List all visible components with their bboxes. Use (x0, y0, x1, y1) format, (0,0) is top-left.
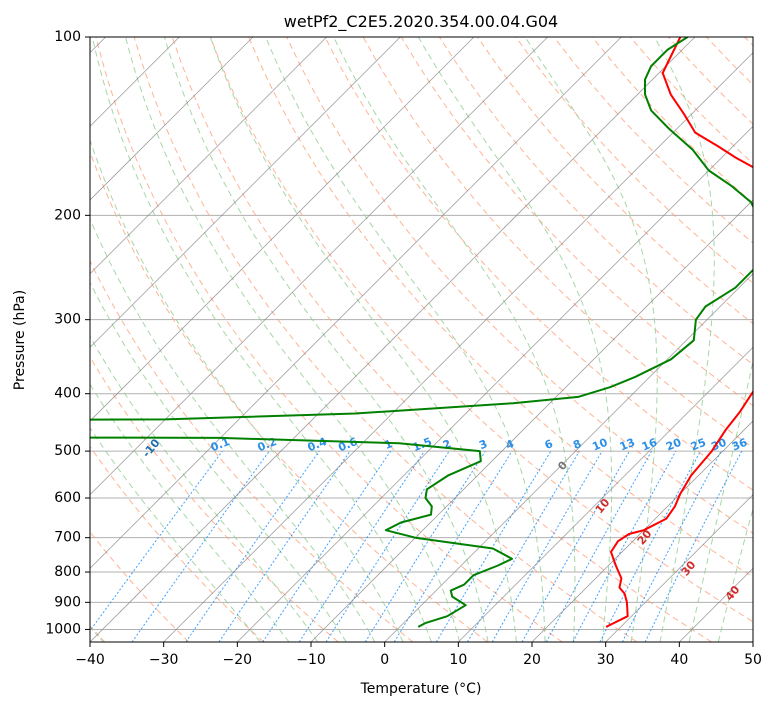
moist-adiabats (90, 37, 753, 642)
y-axis-ticks: 100 200 300 400 500 600 700 800 900 1000 (45, 29, 90, 637)
mixing-ratio-line (298, 450, 425, 642)
x-tick-label: 50 (744, 652, 762, 668)
mixing-ratio-line (545, 450, 653, 642)
mixing-ratio-line (521, 450, 630, 642)
isotherm-line (384, 273, 753, 642)
mixing-ratio-line (262, 450, 392, 642)
y-tick-label: 700 (54, 530, 81, 546)
profile-series (90, 37, 753, 628)
y-axis-label: Pressure (hPa) (12, 290, 28, 390)
moist-adiabat (91, 37, 432, 642)
x-tick-label: 0 (380, 652, 389, 668)
mixing-ratio-line (185, 450, 320, 642)
isotherm-line (237, 125, 753, 642)
x-axis-label: Temperature (°C) (360, 681, 482, 697)
y-tick-label: 400 (54, 386, 81, 402)
moist-adiabat (653, 37, 715, 642)
mixing-ratio-label: 2 (441, 437, 453, 452)
mixing-ratio-line (621, 450, 722, 642)
moist-adiabat (163, 37, 489, 642)
isotherm-line (90, 37, 548, 496)
mixing-ratio-line (325, 450, 450, 642)
mixing-ratio-label: 10 (590, 436, 609, 454)
moist-adiabat (688, 358, 753, 642)
plot-area: -100-90-80-70-60-50-40-30-20-100.10.20.4… (90, 37, 753, 642)
y-tick-label: 500 (54, 443, 81, 459)
dry-adiabats (90, 37, 753, 642)
x-tick-label: −10 (296, 652, 326, 668)
isotherm-line (90, 37, 696, 642)
moist-adiabat (90, 383, 290, 642)
x-tick-label: 40 (670, 652, 688, 668)
y-tick-label: 800 (54, 564, 81, 580)
moist-adiabat (265, 37, 546, 642)
dry-adiabat (90, 445, 264, 642)
isotherm-line (90, 37, 327, 275)
moist-adiabat (717, 506, 753, 642)
dry-adiabat (90, 259, 414, 642)
dewpoint-profile-line (90, 37, 753, 628)
y-tick-label: 100 (54, 29, 81, 45)
y-tick-label: 1000 (45, 621, 81, 637)
dry-adiabat (171, 37, 712, 642)
mixing-ratio-lines (90, 450, 743, 642)
dry-adiabat (248, 37, 753, 578)
dry-adiabat (95, 37, 563, 642)
isotherm-line (531, 420, 753, 642)
x-tick-label: −30 (149, 652, 179, 668)
moist-adiabat (125, 37, 461, 642)
moist-adiabat (90, 427, 261, 642)
isotherm-line (90, 37, 622, 569)
mixing-ratio-label: 16 (640, 436, 659, 454)
y-tick-label: 900 (54, 594, 81, 610)
moist-adiabat (524, 37, 658, 642)
isotherm-line (605, 494, 753, 642)
x-tick-label: 30 (597, 652, 615, 668)
y-tick-label: 200 (54, 207, 81, 223)
mixing-ratio-label: 13 (618, 436, 637, 454)
x-tick-label: −20 (223, 652, 253, 668)
isotherm-line (90, 37, 401, 348)
y-tick-label: 300 (54, 312, 81, 328)
isotherm-line (90, 37, 254, 201)
dry-adiabat (210, 37, 753, 623)
mixing-ratio-label: 3 (477, 437, 489, 452)
isotherms (90, 37, 753, 642)
dry-adiabat (324, 37, 753, 491)
x-tick-label: −40 (75, 652, 105, 668)
mixing-ratio-line (218, 450, 351, 642)
mixing-ratio-line (393, 450, 513, 642)
mixing-ratio-label: 8 (571, 437, 583, 452)
x-tick-label: 20 (523, 652, 541, 668)
mixing-ratio-label: 25 (689, 436, 708, 454)
temperature-profile-line (605, 37, 753, 628)
isotherm-line (163, 52, 753, 642)
x-tick-label: 10 (449, 652, 467, 668)
dry-adiabat (90, 356, 339, 642)
isotherm-line (310, 199, 753, 642)
moist-adiabat (90, 335, 319, 642)
moist-adiabat (90, 281, 347, 642)
mixing-ratio-label: 20 (664, 436, 683, 454)
mixing-ratio-line (90, 450, 223, 632)
mixing-ratio-label: 36 (730, 436, 749, 454)
isotherm-line (90, 37, 475, 422)
moist-adiabat (209, 37, 517, 642)
mixing-ratio-label: 1 (383, 437, 395, 452)
mixing-ratio-line (644, 450, 743, 642)
dry-adiabat (286, 37, 753, 534)
mixing-ratio-line (572, 450, 677, 642)
moist-adiabat (417, 37, 613, 642)
x-axis-ticks: −40 −30 −20 −10 0 10 20 30 40 50 (75, 642, 762, 668)
dry-adiabat (515, 37, 753, 284)
isotherm-line (458, 346, 753, 642)
plot-frame (89, 36, 754, 643)
chart-title: wetPf2_C2E5.2020.354.00.04.G04 (284, 12, 558, 32)
y-tick-label: 600 (54, 490, 81, 506)
